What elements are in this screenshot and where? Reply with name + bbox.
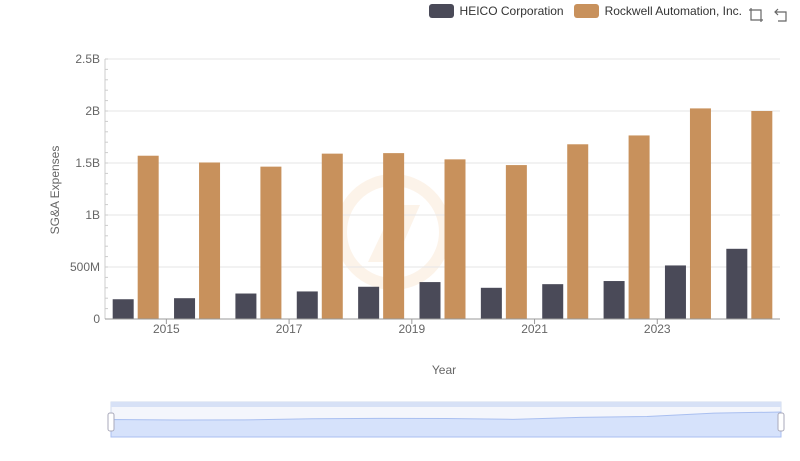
zoom-select-icon[interactable] [748,7,764,23]
y-tick-label: 2.5B [75,52,100,66]
bar-rockwell-2015[interactable] [199,162,221,319]
x-axis-label: Year [432,363,456,377]
x-tick-label: 2021 [521,322,548,336]
y-tick-label: 500M [70,260,100,274]
legend-swatch-rockwell [573,4,599,18]
zoom-preview-area [110,411,782,438]
bar-heico-2021[interactable] [542,284,564,319]
legend-label-heico: HEICO Corporation [459,4,564,18]
restore-icon[interactable] [774,7,790,23]
bar-heico-2024[interactable] [726,248,748,319]
legend-swatch-heico [428,4,454,18]
bar-rockwell-2022[interactable] [628,135,650,319]
x-tick-label: 2015 [153,322,180,336]
bar-rockwell-2020[interactable] [505,165,527,319]
bar-rockwell-2024[interactable] [751,111,773,319]
bar-heico-2016[interactable] [235,293,257,319]
bar-rockwell-2021[interactable] [567,144,589,319]
bar-rockwell-2018[interactable] [383,153,405,319]
chart-toolbar [748,7,790,23]
bar-heico-2023[interactable] [664,265,686,319]
bar-heico-2019[interactable] [419,282,441,319]
legend-label-rockwell: Rockwell Automation, Inc. [604,4,742,18]
y-tick-label: 1B [85,208,100,222]
y-axis-label: SG&A Expenses [48,146,62,235]
y-tick-label: 2B [85,104,100,118]
bar-heico-2015[interactable] [174,298,196,319]
legend-item-rockwell[interactable]: Rockwell Automation, Inc. [573,4,742,18]
zoom-slider[interactable] [107,401,785,438]
bar-rockwell-2017[interactable] [321,153,343,319]
legend-item-heico[interactable]: HEICO Corporation [428,4,564,18]
bar-rockwell-2019[interactable] [444,159,466,319]
y-tick-label: 1.5B [75,156,100,170]
bar-heico-2017[interactable] [296,291,318,319]
x-tick-label: 2023 [644,322,671,336]
bar-heico-2014[interactable] [112,299,134,319]
x-tick-label: 2019 [398,322,425,336]
bar-rockwell-2016[interactable] [260,166,282,319]
bar-heico-2020[interactable] [480,287,502,319]
x-tick-label: 2017 [276,322,303,336]
y-tick-label: 0 [93,312,100,326]
zoom-handle-right[interactable] [777,412,785,432]
zoom-drag-bar[interactable] [111,402,781,407]
legend: HEICO Corporation Rockwell Automation, I… [428,4,742,18]
zoom-handle-left[interactable] [107,412,115,432]
bar-rockwell-2014[interactable] [137,155,159,319]
bar-heico-2018[interactable] [358,286,380,319]
bar-heico-2022[interactable] [603,281,625,319]
bar-rockwell-2023[interactable] [689,108,711,320]
